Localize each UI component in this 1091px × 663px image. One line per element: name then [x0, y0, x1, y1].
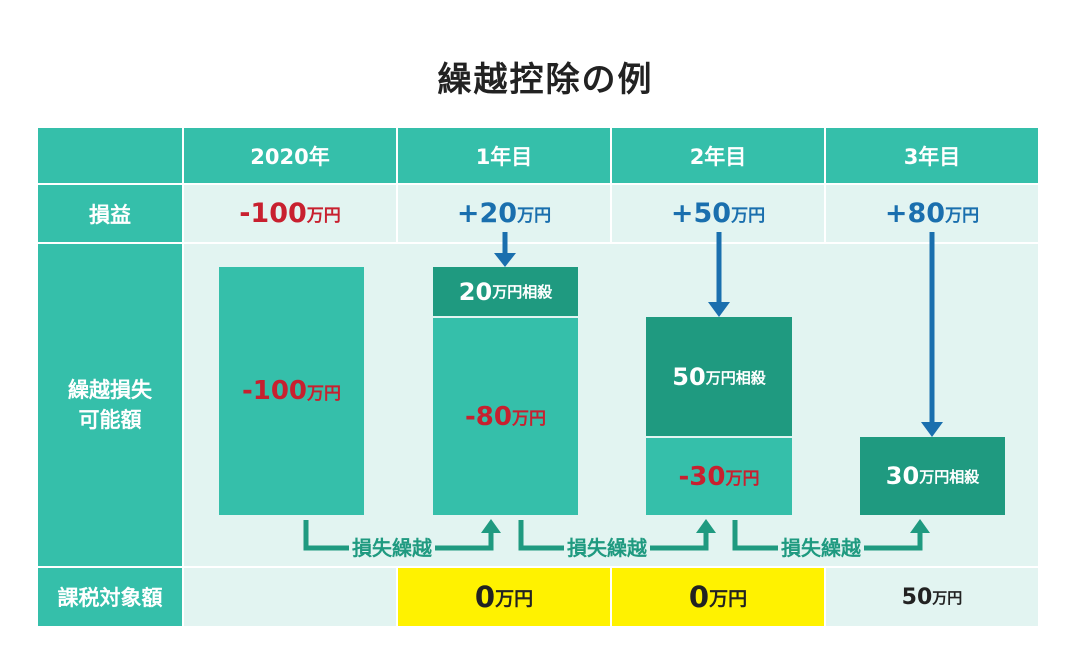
row-label-profit: 損益 — [38, 185, 182, 242]
offset-box-year3-unit: 万円相殺 — [919, 467, 980, 486]
blue-arrowhead-year2 — [708, 302, 730, 317]
profit-year2: +50 万円 — [612, 185, 824, 242]
offset-box-year3-value: 30 — [885, 462, 920, 490]
taxable-year1: 0 万円 — [398, 568, 610, 626]
profit-year2-unit: 万円 — [731, 206, 766, 226]
remain-box-year1-unit: 万円 — [511, 409, 546, 429]
remain-box-year1-value: -80 — [465, 401, 512, 432]
carry-label-3: 損失繰越 — [778, 535, 864, 561]
offset-box-year2: 50 万円相殺 — [646, 317, 792, 437]
taxable-year2-unit: 万円 — [709, 587, 748, 610]
offset-box-year1-value: 20 — [458, 277, 493, 306]
row-label-loss-line1: 繰越損失 — [68, 378, 152, 402]
profit-year2-value: +50 — [670, 198, 732, 229]
taxable-year2-value: 0 — [688, 580, 710, 614]
header-2020: 2020年 — [184, 128, 396, 183]
remain-box-year1: -80 万円 — [433, 316, 578, 515]
carry-arrowhead-2 — [696, 519, 716, 533]
taxable-year1-unit: 万円 — [495, 587, 534, 610]
loss-box-2020: -100 万円 — [219, 267, 364, 515]
remain-box-year2-value: -30 — [678, 461, 726, 492]
page-title: 繰越控除の例 — [437, 60, 654, 100]
carry-label-2: 損失繰越 — [564, 535, 650, 561]
loss-box-2020-value: -100 — [241, 376, 308, 406]
carry-arrowhead-1 — [481, 519, 501, 533]
header-year2: 2年目 — [612, 128, 824, 183]
offset-box-year2-value: 50 — [672, 363, 706, 391]
offset-box-year1-unit: 万円相殺 — [492, 283, 553, 301]
profit-year1-value: +20 — [456, 198, 518, 229]
profit-2020-value: -100 — [239, 198, 307, 229]
header-corner — [38, 128, 182, 183]
profit-2020-unit: 万円 — [306, 206, 341, 226]
offset-box-year1: 20 万円相殺 — [433, 267, 578, 316]
blue-arrowhead-year3 — [921, 422, 943, 437]
profit-2020: -100 万円 — [184, 185, 396, 242]
remain-box-year2-unit: 万円 — [725, 469, 760, 489]
offset-box-year2-unit: 万円相殺 — [705, 368, 766, 387]
offset-box-year3: 30 万円相殺 — [860, 437, 1005, 515]
taxable-year1-value: 0 — [474, 580, 496, 614]
loss-box-2020-unit: 万円 — [307, 383, 342, 404]
blue-arrowhead-year1 — [494, 253, 516, 267]
header-year3: 3年目 — [826, 128, 1038, 183]
row-label-loss-line2: 可能額 — [78, 408, 142, 432]
taxable-2020 — [184, 568, 396, 626]
profit-year3-unit: 万円 — [945, 206, 980, 226]
remain-box-year2: -30 万円 — [646, 436, 792, 515]
carry-arrowhead-3 — [910, 519, 930, 533]
carry-label-1: 損失繰越 — [349, 535, 435, 561]
taxable-year3-unit: 万円 — [932, 588, 963, 607]
header-year1: 1年目 — [398, 128, 610, 183]
row-label-loss: 繰越損失 可能額 — [38, 244, 182, 566]
taxable-year2: 0 万円 — [612, 568, 824, 626]
taxable-year3: 50 万円 — [826, 568, 1038, 626]
profit-year3-value: +80 — [884, 198, 946, 229]
row-label-taxable: 課税対象額 — [38, 568, 182, 626]
taxable-year3-value: 50 — [901, 584, 933, 610]
profit-year1-unit: 万円 — [517, 206, 552, 226]
